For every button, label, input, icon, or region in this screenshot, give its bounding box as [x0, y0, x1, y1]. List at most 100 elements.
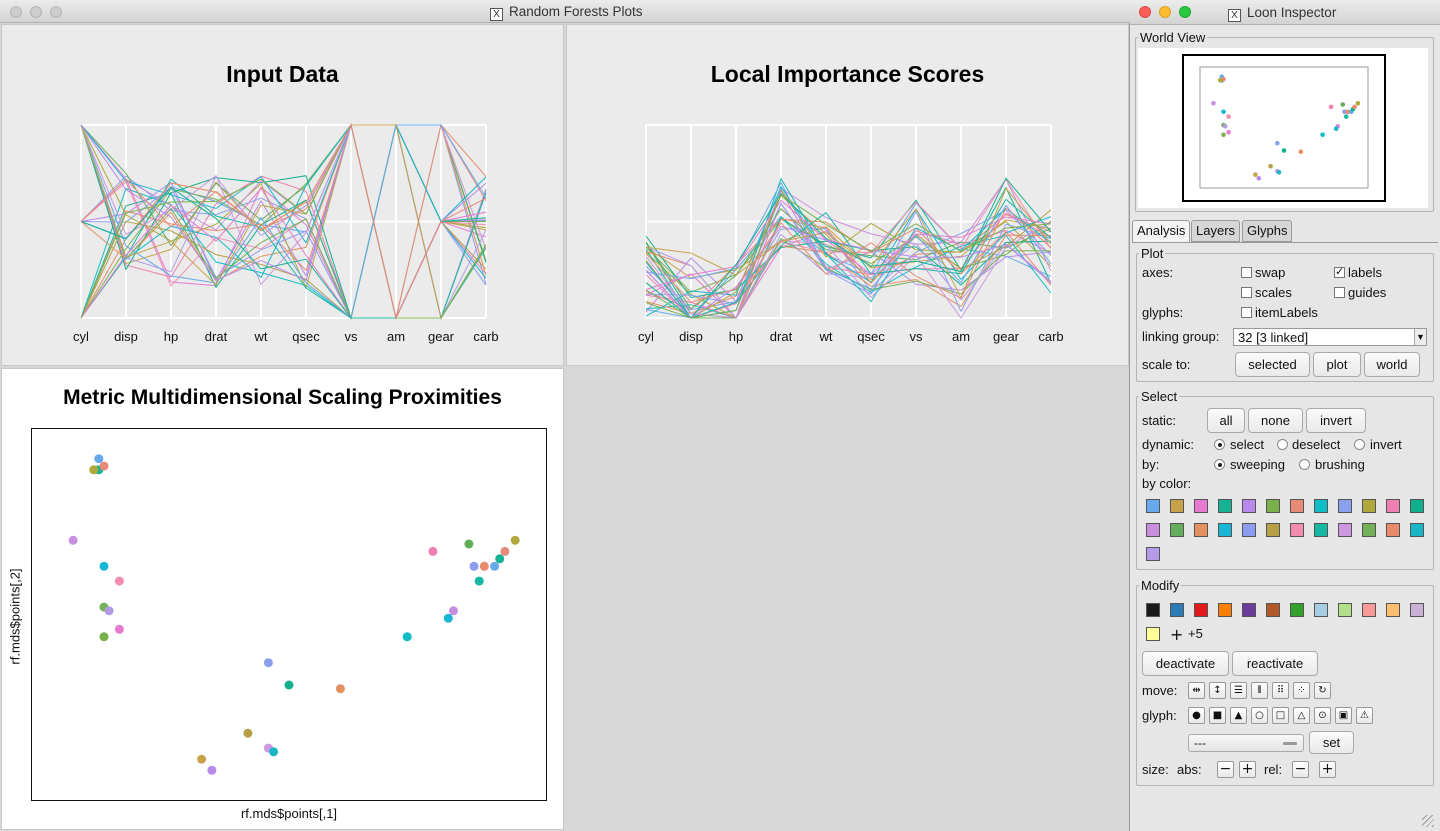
mds-panel[interactable]: Metric Multidimensional Scaling Proximit…	[1, 368, 564, 830]
mds-point[interactable]	[500, 546, 510, 556]
move-horizontal-align-icon[interactable]: ⇹	[1188, 682, 1205, 699]
mds-point[interactable]	[284, 680, 294, 690]
mds-point[interactable]	[104, 606, 114, 616]
importance-parallel-plot[interactable]: cyl disp hp drat wt qsec vs am gear carb	[567, 25, 1130, 367]
mds-point[interactable]	[490, 561, 500, 571]
minimize-window-button[interactable]	[30, 6, 42, 18]
select-invert-button[interactable]: invert	[1306, 408, 1366, 433]
modify-color-swatch[interactable]	[1170, 603, 1184, 617]
select-color-swatch[interactable]	[1290, 499, 1304, 513]
inspector-zoom-button[interactable]	[1179, 6, 1191, 18]
glyph-ccircle-icon[interactable]: ○	[1251, 707, 1268, 724]
scale-world-button[interactable]: world	[1364, 352, 1420, 377]
mds-point[interactable]	[335, 684, 345, 694]
mds-point[interactable]	[99, 461, 109, 471]
select-color-swatch[interactable]	[1266, 499, 1280, 513]
mds-scatter[interactable]	[32, 429, 546, 800]
mds-point[interactable]	[402, 632, 412, 642]
glyph-osquare-icon[interactable]: ▣	[1335, 707, 1352, 724]
modify-color-swatch[interactable]	[1146, 627, 1160, 641]
select-color-swatch[interactable]	[1290, 523, 1304, 537]
tab-glyphs[interactable]: Glyphs	[1242, 220, 1293, 242]
modify-color-swatch[interactable]	[1314, 603, 1328, 617]
mds-point[interactable]	[269, 747, 279, 757]
importance-line[interactable]	[645, 187, 1052, 299]
select-color-swatch[interactable]	[1146, 499, 1160, 513]
add-color-icon[interactable]: +	[1170, 625, 1184, 644]
importance-line[interactable]	[645, 198, 1052, 319]
mds-point[interactable]	[443, 613, 453, 623]
input-data-parallel-plot[interactable]: cyl disp hp drat wt qsec vs am gear carb	[2, 25, 565, 367]
select-color-swatch[interactable]	[1170, 523, 1184, 537]
select-color-swatch[interactable]	[1314, 523, 1328, 537]
inspector-close-button[interactable]	[1139, 6, 1151, 18]
select-color-swatch[interactable]	[1362, 499, 1376, 513]
select-color-swatch[interactable]	[1362, 523, 1376, 537]
select-color-swatch[interactable]	[1170, 499, 1184, 513]
importance-panel[interactable]: Local Importance Scores cyl disp hp drat wt q…	[566, 24, 1129, 366]
glyph-ocircle-icon[interactable]: ⊙	[1314, 707, 1331, 724]
modify-color-swatch[interactable]	[1386, 603, 1400, 617]
mds-point[interactable]	[114, 576, 124, 586]
glyph-square-icon[interactable]: ■	[1209, 707, 1226, 724]
tab-analysis[interactable]: Analysis	[1132, 220, 1191, 243]
move-jitter-icon[interactable]: ⁘	[1293, 682, 1310, 699]
importance-line[interactable]	[645, 193, 1052, 319]
main-title-bar[interactable]: X Random Forests Plots	[0, 0, 1130, 23]
modify-color-swatch[interactable]	[1146, 603, 1160, 617]
mds-point[interactable]	[89, 465, 99, 475]
modify-color-swatch[interactable]	[1194, 603, 1208, 617]
select-color-swatch[interactable]	[1386, 523, 1400, 537]
world-view-map[interactable]	[1138, 48, 1428, 208]
input-data-line[interactable]	[80, 123, 487, 320]
tab-layers[interactable]: Layers	[1191, 220, 1241, 242]
glyph-ctriangle-icon[interactable]: △	[1293, 707, 1310, 724]
glyph-circle-icon[interactable]: ●	[1188, 707, 1205, 724]
guides-checkbox[interactable]	[1334, 287, 1345, 298]
scales-checkbox[interactable]	[1241, 287, 1252, 298]
mds-point[interactable]	[197, 754, 207, 764]
move-reset-icon[interactable]: ↻	[1314, 682, 1331, 699]
dynamic-invert-radio[interactable]	[1354, 439, 1365, 450]
select-color-swatch[interactable]	[1194, 499, 1208, 513]
select-color-swatch[interactable]	[1338, 499, 1352, 513]
abs-minus-icon[interactable]: −	[1217, 761, 1234, 778]
mds-point[interactable]	[243, 728, 253, 738]
mds-point[interactable]	[99, 561, 109, 571]
select-color-swatch[interactable]	[1242, 523, 1256, 537]
importance-line[interactable]	[645, 185, 1052, 317]
select-none-button[interactable]: none	[1248, 408, 1303, 433]
scale-plot-button[interactable]: plot	[1313, 352, 1361, 377]
move-stack-vertical-icon[interactable]: ☰	[1230, 682, 1247, 699]
importance-line[interactable]	[645, 177, 1052, 319]
input-data-line[interactable]	[80, 124, 487, 319]
input-data-line[interactable]	[80, 123, 487, 319]
select-color-swatch[interactable]	[1218, 499, 1232, 513]
close-window-button[interactable]	[10, 6, 22, 18]
select-color-swatch[interactable]	[1386, 499, 1400, 513]
dynamic-deselect-radio[interactable]	[1277, 439, 1288, 450]
select-color-swatch[interactable]	[1338, 523, 1352, 537]
mds-plot-area[interactable]	[31, 428, 547, 801]
glyph-triangle-icon[interactable]: ▲	[1230, 707, 1247, 724]
brushing-radio[interactable]	[1299, 459, 1310, 470]
swap-checkbox[interactable]	[1241, 267, 1252, 278]
deactivate-button[interactable]: deactivate	[1142, 651, 1229, 676]
rel-plus-icon[interactable]: +	[1319, 761, 1336, 778]
inspector-title-bar[interactable]: X Loon Inspector	[1130, 0, 1440, 25]
select-color-swatch[interactable]	[1266, 523, 1280, 537]
importance-line[interactable]	[645, 221, 1052, 319]
select-color-swatch[interactable]	[1242, 499, 1256, 513]
linking-group-combobox[interactable]: 32 [3 linked] ▼	[1233, 328, 1427, 346]
select-color-swatch[interactable]	[1314, 499, 1328, 513]
modify-color-swatch[interactable]	[1242, 603, 1256, 617]
mds-point[interactable]	[510, 535, 520, 545]
mds-point[interactable]	[479, 561, 489, 571]
select-color-swatch[interactable]	[1194, 523, 1208, 537]
mds-point[interactable]	[428, 546, 438, 556]
importance-line[interactable]	[645, 225, 1052, 319]
move-grid-icon[interactable]: ⠿	[1272, 682, 1289, 699]
resize-grip-icon[interactable]	[1422, 815, 1434, 827]
mds-point[interactable]	[464, 539, 474, 549]
glyph-select[interactable]: ---	[1188, 734, 1304, 752]
